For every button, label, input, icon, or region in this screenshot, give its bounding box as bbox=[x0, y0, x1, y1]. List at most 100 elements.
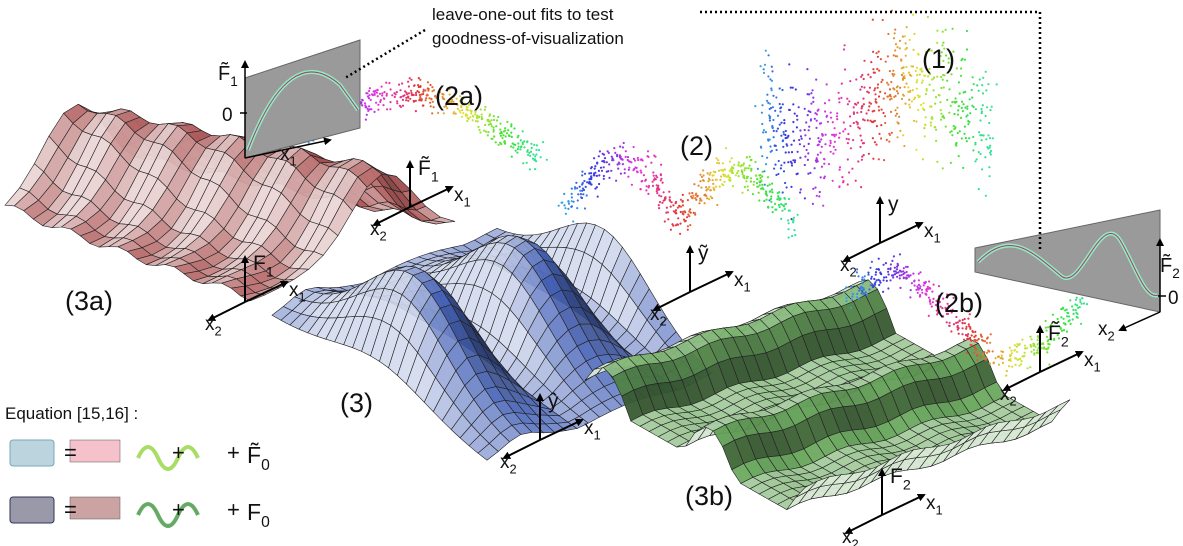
scatter-point bbox=[907, 71, 911, 74]
scatter-point bbox=[893, 73, 896, 76]
scatter-point bbox=[883, 159, 886, 162]
surfaces bbox=[4, 103, 1071, 510]
scatter-point bbox=[920, 70, 924, 73]
scatter-point bbox=[521, 130, 524, 133]
scatter-point bbox=[1011, 365, 1014, 368]
tick-label: 0 bbox=[1168, 288, 1179, 309]
scatter-point bbox=[461, 97, 464, 100]
scatter-point bbox=[782, 130, 785, 134]
scatter-point bbox=[737, 175, 740, 178]
scatter-point bbox=[425, 97, 428, 100]
axis-label: F1 bbox=[253, 252, 274, 280]
scatter-point bbox=[961, 333, 964, 336]
scatter-point bbox=[1026, 367, 1029, 370]
scatter-point bbox=[408, 77, 411, 80]
scatter-point bbox=[715, 157, 718, 160]
scatter-point bbox=[822, 204, 825, 207]
scatter-point bbox=[459, 111, 462, 114]
scatter-point bbox=[624, 150, 627, 153]
scatter-point bbox=[366, 95, 369, 98]
scatter-point bbox=[902, 267, 905, 270]
scatter-point bbox=[531, 157, 535, 160]
scatter-point bbox=[510, 131, 513, 134]
scatter-point bbox=[968, 325, 971, 328]
scatter-point bbox=[915, 288, 918, 291]
scatter-point bbox=[774, 208, 777, 211]
scatter-point bbox=[805, 148, 808, 152]
scatter-point bbox=[987, 134, 990, 137]
scatter-point bbox=[898, 269, 902, 272]
scatter-point bbox=[637, 158, 640, 162]
scatter-point bbox=[1030, 345, 1033, 348]
scatter-point bbox=[784, 133, 787, 137]
scatter-point bbox=[940, 112, 943, 115]
scatter-point bbox=[877, 105, 880, 108]
scatter-point bbox=[364, 106, 367, 109]
surface-face bbox=[795, 480, 818, 498]
scatter-point bbox=[895, 268, 899, 271]
scatter-point bbox=[887, 270, 890, 273]
scatter-point bbox=[500, 143, 503, 146]
scatter-point bbox=[867, 109, 870, 112]
scatter-point bbox=[832, 152, 835, 155]
scatter-point bbox=[956, 321, 960, 324]
scatter-point bbox=[829, 111, 832, 114]
scatter-point bbox=[929, 124, 933, 127]
scatter-point bbox=[767, 54, 770, 57]
scatter-point bbox=[584, 185, 587, 188]
scatter-point bbox=[851, 167, 854, 170]
scatter-point bbox=[640, 171, 643, 174]
scatter-point bbox=[945, 321, 948, 324]
scatter-point bbox=[997, 355, 1000, 358]
scatter-point bbox=[520, 145, 523, 148]
label-main: x bbox=[454, 185, 464, 206]
scatter-point bbox=[465, 108, 468, 111]
scatter-point bbox=[850, 298, 853, 301]
scatter-point bbox=[412, 93, 415, 97]
scatter-point bbox=[770, 65, 773, 68]
scatter-point bbox=[1074, 309, 1077, 312]
scatter-point bbox=[901, 77, 905, 80]
scatter-point bbox=[973, 335, 976, 338]
annotation: goodness-of-visualization bbox=[432, 29, 624, 48]
scatter-point bbox=[903, 35, 907, 38]
scatter-point bbox=[942, 315, 945, 318]
scatter-point bbox=[824, 143, 827, 146]
scatter-point bbox=[576, 199, 579, 202]
scatter-point bbox=[616, 155, 619, 158]
scatter-point bbox=[396, 102, 399, 105]
axis-arrow bbox=[207, 301, 246, 321]
scatter-point bbox=[499, 128, 502, 131]
scatter-point bbox=[824, 133, 827, 136]
scatter-point bbox=[882, 263, 885, 266]
scatter-point bbox=[980, 107, 983, 111]
scatter-point bbox=[965, 351, 968, 354]
scatter-point bbox=[850, 285, 853, 289]
scatter-point bbox=[971, 330, 974, 333]
scatter-point bbox=[499, 122, 502, 125]
scatter-point bbox=[737, 169, 740, 173]
scatter-point bbox=[872, 68, 875, 71]
scatter-point bbox=[977, 337, 980, 341]
scatter-point bbox=[827, 163, 831, 166]
label-main: x bbox=[280, 144, 290, 165]
scatter-point bbox=[389, 101, 392, 104]
axis-label: F̃1 bbox=[418, 157, 439, 186]
scatter-point bbox=[959, 74, 963, 77]
scatter-point bbox=[602, 166, 605, 169]
scatter-point bbox=[957, 105, 960, 108]
scatter-point bbox=[863, 275, 866, 278]
scatter-point bbox=[914, 69, 917, 72]
scatter-point bbox=[817, 137, 820, 140]
scatter-point bbox=[764, 49, 767, 52]
scatter-point bbox=[959, 116, 963, 119]
scatter-point bbox=[876, 67, 879, 71]
scatter-point bbox=[830, 116, 833, 119]
scatter-point bbox=[497, 143, 500, 146]
scatter-point bbox=[887, 32, 890, 36]
scatter-point bbox=[958, 319, 961, 322]
label-sub: 2 bbox=[850, 265, 857, 280]
scatter-point bbox=[535, 153, 538, 156]
scatter-point bbox=[645, 185, 648, 188]
scatter-point bbox=[872, 285, 875, 289]
